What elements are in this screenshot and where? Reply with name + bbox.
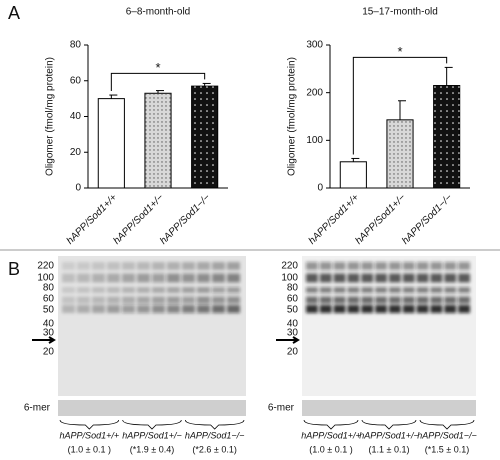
group-genotype: hAPP/Sod1+/−: [122, 430, 182, 440]
significance-bracket: [352, 56, 448, 155]
group-bracket: [419, 419, 475, 430]
oligomer-strip: [302, 400, 476, 416]
mw-marker: 220: [37, 261, 54, 272]
group-bracket: [303, 419, 359, 430]
mw-marker: 100: [281, 273, 298, 284]
mw-marker: 30: [43, 328, 55, 339]
group-ratio: (1.0 ± 0.1 ): [309, 444, 352, 454]
group-ratio: (1.0 ± 0.1 ): [68, 444, 111, 454]
group-ratio: (*1.5 ± 0.1): [425, 444, 469, 454]
chart-title: 6–8-month-old: [126, 7, 190, 18]
bar-texture: [191, 86, 218, 188]
blot-bands: [62, 262, 240, 313]
group-genotype: hAPP/Sod1−/−: [417, 430, 477, 440]
oligomer-label: 6-mer: [24, 403, 51, 414]
oligomer-arrow: [32, 336, 56, 344]
mw-marker: 30: [287, 328, 299, 339]
group-genotype: hAPP/Sod1+/+: [60, 430, 120, 440]
y-axis-label: Oligomer (fmol/mg protein): [287, 57, 298, 176]
mw-marker: 80: [43, 283, 55, 294]
y-tick-label: 20: [70, 147, 82, 158]
mw-marker: 20: [43, 347, 55, 358]
y-tick-label: 40: [70, 111, 82, 122]
bar: [339, 161, 367, 189]
mw-marker: 80: [287, 283, 299, 294]
mw-marker: 50: [43, 305, 55, 316]
bar-texture: [433, 85, 460, 188]
mw-marker: 50: [287, 305, 299, 316]
y-tick-label: 300: [306, 40, 323, 51]
significance-label: *: [397, 44, 402, 59]
group-bracket: [184, 419, 245, 430]
chart-title: 15–17-month-old: [362, 7, 438, 18]
group-genotype: hAPP/Sod1+/+: [301, 430, 361, 440]
mw-marker: 40: [287, 319, 299, 330]
oligomer-arrow: [276, 336, 300, 344]
oligomer-strip: [58, 400, 246, 416]
blot-bands: [306, 262, 470, 313]
group-genotype: hAPP/Sod1+/−: [359, 430, 419, 440]
panel-label: A: [8, 3, 20, 23]
panel-label: B: [8, 259, 20, 279]
y-tick-label: 60: [70, 75, 82, 86]
y-tick-label: 0: [317, 183, 323, 194]
bar-texture: [144, 93, 172, 188]
group-genotype: hAPP/Sod1−/−: [185, 430, 245, 440]
mw-marker: 40: [43, 319, 55, 330]
y-tick-label: 0: [75, 183, 81, 194]
mw-marker: 60: [287, 294, 299, 305]
mw-marker: 220: [281, 261, 298, 272]
group-ratio: (*2.6 ± 0.1): [192, 444, 236, 454]
significance-bracket: [110, 72, 206, 92]
y-tick-label: 100: [306, 135, 323, 146]
oligomer-label: 6-mer: [268, 403, 295, 414]
bar: [97, 98, 125, 189]
group-bracket: [122, 419, 182, 430]
mw-marker: 20: [287, 347, 299, 358]
significance-label: *: [155, 60, 160, 75]
x-tick-label: hAPP/Sod1−/−: [400, 192, 455, 247]
bar-texture: [386, 119, 414, 188]
group-ratio: (1.1 ± 0.1): [369, 444, 410, 454]
group-bracket: [59, 419, 120, 430]
y-axis-label: Oligomer (fmol/mg protein): [45, 57, 56, 176]
y-tick-label: 200: [306, 87, 323, 98]
y-tick-label: 80: [70, 40, 82, 51]
x-tick-label: hAPP/Sod1−/−: [158, 192, 213, 247]
mw-marker: 60: [43, 294, 55, 305]
group-ratio: (*1.9 ± 0.4): [130, 444, 174, 454]
group-bracket: [361, 419, 417, 430]
mw-marker: 100: [37, 273, 54, 284]
